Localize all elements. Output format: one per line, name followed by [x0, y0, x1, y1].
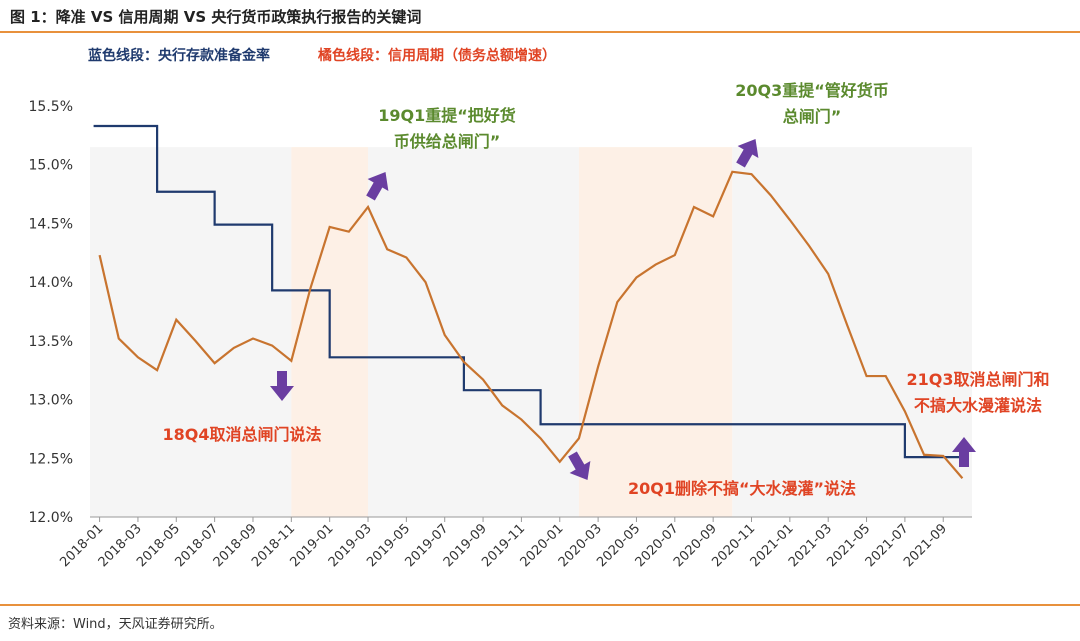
- y-tick-label: 15.0%: [29, 158, 73, 174]
- series-line-rrr: [93, 124, 963, 459]
- annotation-text-2: 币供给总闸门”: [394, 132, 501, 151]
- y-tick-label: 12.5%: [29, 451, 73, 467]
- shaded-period-2: [368, 147, 579, 517]
- annotation-text-4: 20Q3重提“管好货币: [735, 81, 889, 100]
- figure-title: 图 1：降准 VS 信用周期 VS 央行货币政策执行报告的关键词: [10, 8, 422, 26]
- annotation-text-5: 不搞大水漫灌说法: [914, 396, 1042, 415]
- annotation-arrow-2: [366, 172, 389, 201]
- annotation-text-3: 20Q1删除不搞“大水漫灌”说法: [628, 479, 856, 498]
- y-tick-label: 15.5%: [29, 99, 73, 115]
- series-line-credit: [98, 170, 964, 479]
- annotation-text-2: 19Q1重提“把好货: [378, 106, 516, 125]
- source-note: 资料来源：Wind，天风证券研究所。: [8, 617, 223, 632]
- legend-orange-series: 橘色线段：信用周期（债务总额增速）: [318, 48, 556, 64]
- y-tick-label: 13.5%: [29, 334, 73, 350]
- y-tick-label: 14.0%: [29, 275, 73, 291]
- annotation-arrow-5: [952, 437, 976, 467]
- annotation-arrow-1: [270, 371, 294, 401]
- y-tick-label: 12.0%: [29, 510, 73, 526]
- shaded-period-4: [732, 147, 972, 517]
- top-rule: [0, 31, 1080, 33]
- bottom-rule: [0, 604, 1080, 606]
- annotation-text-1: 18Q4取消总闸门说法: [162, 425, 321, 444]
- annotation-arrow-4: [736, 139, 759, 168]
- annotation-arrow-3: [568, 451, 591, 480]
- annotation-text-4: 总闸门”: [783, 107, 842, 126]
- shaded-period-0: [90, 147, 292, 517]
- shaded-period-3: [578, 147, 733, 517]
- y-tick-label: 13.0%: [29, 393, 73, 409]
- legend-blue-series: 蓝色线段：央行存款准备金率: [88, 48, 270, 64]
- annotation-text-5: 21Q3取消总闸门和: [906, 370, 1049, 389]
- shaded-periods: [90, 147, 972, 517]
- chart-area: 12.0% 12.5% 13.0% 13.5% 14.0% 14.5% 15.0% 15.5%…: [29, 81, 1050, 570]
- series-lines: [93, 124, 964, 479]
- y-tick-label: 14.5%: [29, 216, 73, 232]
